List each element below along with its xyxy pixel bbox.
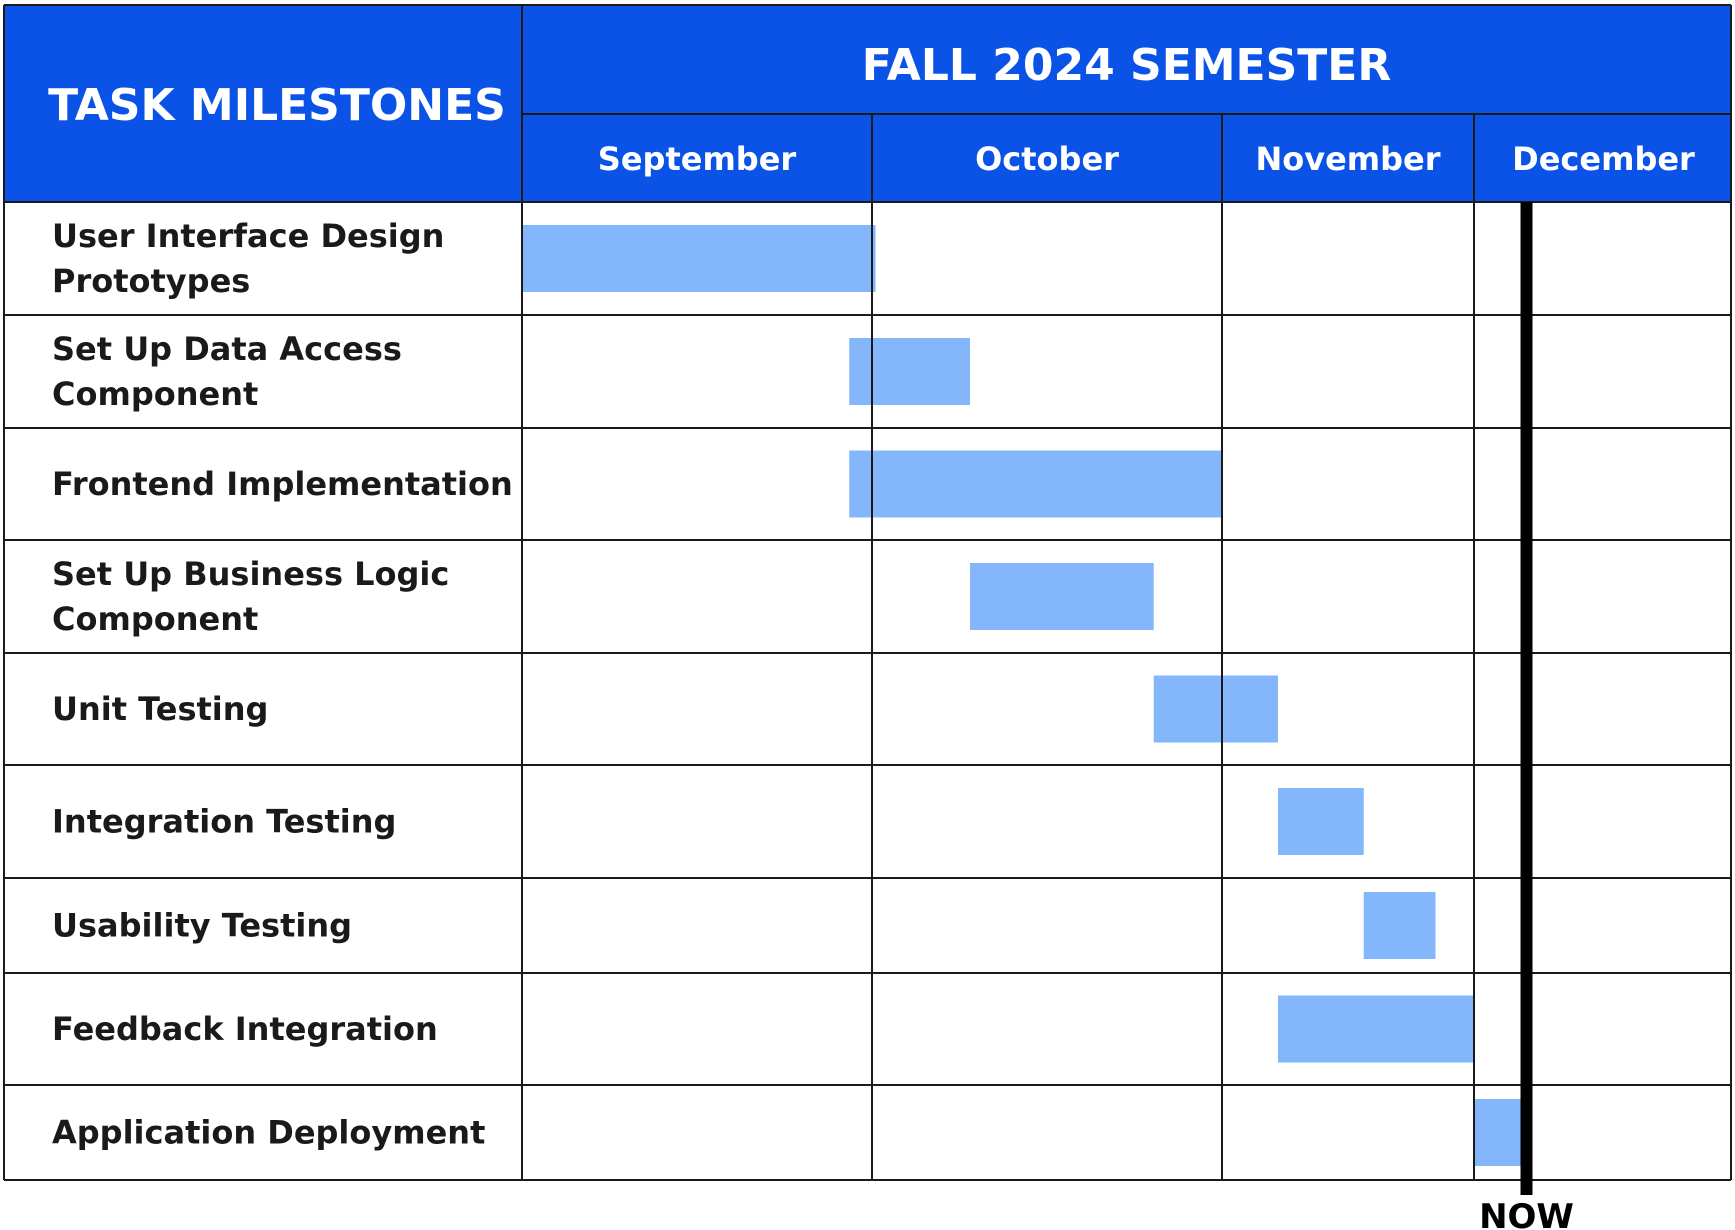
now-line — [1520, 202, 1533, 1195]
month-label-september: September — [598, 140, 797, 178]
task-label: Integration Testing — [52, 803, 396, 841]
task-label: Frontend Implementation — [52, 465, 513, 503]
task-label: Component — [52, 375, 258, 413]
month-label-october: October — [975, 140, 1119, 178]
task-bar — [1153, 675, 1278, 743]
task-label: Feedback Integration — [52, 1010, 438, 1048]
task-bar — [1474, 1099, 1523, 1166]
task-label: Usability Testing — [52, 907, 352, 945]
task-bar — [1363, 892, 1436, 959]
header-background — [4, 5, 1731, 202]
task-label: Set Up Business Logic — [52, 555, 449, 593]
semester-title: FALL 2024 SEMESTER — [862, 40, 1391, 91]
month-label-december: December — [1512, 140, 1695, 178]
grid-lines — [3, 4, 1732, 1181]
task-bar — [849, 338, 970, 405]
month-labels: September October November December — [598, 140, 1695, 178]
task-bar — [970, 563, 1154, 630]
task-label: Unit Testing — [52, 690, 268, 728]
task-label: Set Up Data Access — [52, 330, 402, 368]
task-bar — [1278, 995, 1474, 1063]
task-bar — [1278, 788, 1364, 855]
now-label: NOW — [1479, 1197, 1574, 1230]
task-bar — [522, 225, 876, 292]
task-bars — [522, 225, 1523, 1166]
month-label-november: November — [1255, 140, 1440, 178]
task-label: User Interface Design — [52, 217, 444, 255]
task-bar — [849, 450, 1222, 518]
task-labels: User Interface Design Prototypes Set Up Da… — [52, 217, 513, 1152]
task-label: Component — [52, 600, 258, 638]
task-label: Application Deployment — [52, 1114, 485, 1152]
task-header-title: TASK MILESTONES — [48, 80, 506, 131]
task-label: Prototypes — [52, 262, 250, 300]
